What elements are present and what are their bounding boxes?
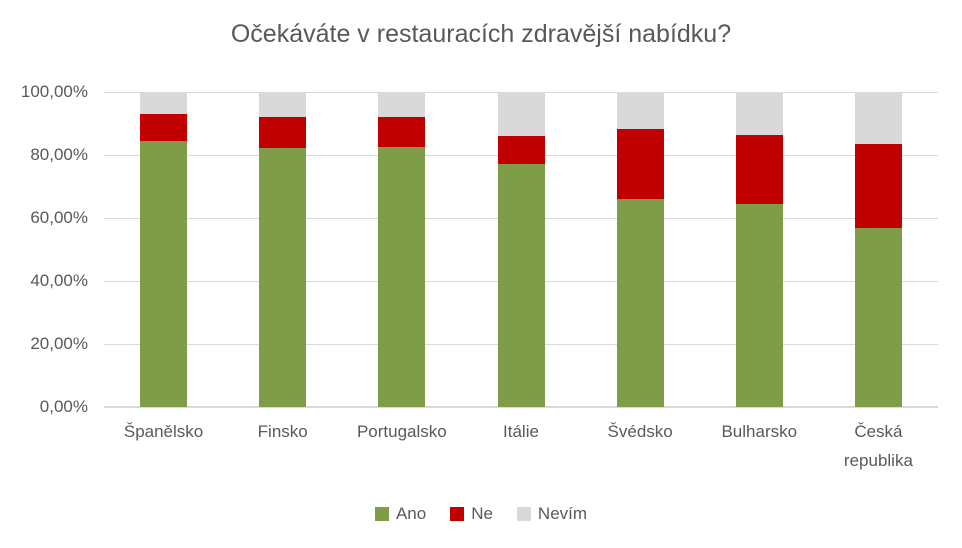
bar-spanelsko	[140, 92, 188, 407]
bar-segment-ceska-republika-ano	[854, 227, 902, 407]
legend-label-ano: Ano	[395, 504, 427, 523]
legend-item-ne: Ne	[450, 504, 493, 524]
y-tick-label-40: 40,00%	[30, 271, 88, 290]
chart-title: Očekáváte v restauracích zdravější nabíd…	[230, 20, 732, 48]
bar-segment-bulharsko-ano	[735, 204, 783, 407]
y-axis-labels: 0,00% 20,00% 40,00% 60,00% 80,00% 100,00%	[0, 82, 88, 416]
x-tick-label-svedsko: Švédsko	[607, 422, 673, 441]
bar-segment-portugalsko-ano	[378, 147, 426, 407]
bar-segment-portugalsko-nevim	[378, 92, 426, 117]
x-tick-label-portugalsko: Portugalsko	[356, 422, 447, 441]
bar-segment-spanelsko-ne	[140, 114, 188, 142]
bar-segment-spanelsko-nevim	[140, 92, 188, 115]
bar-finsko	[259, 92, 307, 407]
x-tick-label-spanelsko: Španělsko	[123, 422, 204, 441]
plot-area	[104, 91, 938, 408]
bar-ceska-republika	[854, 92, 902, 407]
y-tick-label-80: 80,00%	[30, 145, 88, 164]
gridline-0	[104, 406, 938, 408]
bar-segment-finsko-ano	[259, 147, 307, 407]
bar-segment-italie-ne	[497, 136, 545, 165]
bar-portugalsko	[378, 92, 426, 407]
bar-segment-bulharsko-ne	[735, 135, 783, 205]
bar-svedsko	[616, 92, 664, 407]
legend-item-nevim: Nevím	[516, 504, 588, 524]
bar-segment-finsko-nevim	[259, 92, 307, 118]
y-tick-label-60: 60,00%	[30, 208, 88, 227]
bar-segment-svedsko-ne	[616, 128, 664, 200]
bar-segment-ceska-republika-nevim	[854, 92, 902, 144]
bar-bulharsko	[735, 92, 783, 407]
y-tick-label-20: 20,00%	[30, 334, 88, 353]
legend-marker-ano	[374, 507, 389, 521]
legend-item-ano: Ano	[374, 504, 427, 524]
legend-label-nevim: Nevím	[537, 504, 588, 523]
bar-italie	[497, 92, 545, 407]
x-tick-label-finsko: Finsko	[257, 422, 308, 441]
y-tick-label-100: 100,00%	[20, 82, 88, 101]
legend-marker-nevim	[516, 507, 531, 521]
bar-segment-svedsko-nevim	[616, 92, 664, 129]
y-tick-label-0: 0,00%	[39, 397, 88, 416]
legend: Ano Ne Nevím	[0, 501, 962, 527]
bar-segment-portugalsko-ne	[378, 116, 426, 148]
legend-label-ne: Ne	[471, 504, 493, 523]
bar-segment-bulharsko-nevim	[735, 92, 783, 136]
x-tick-label-italie: Itálie	[503, 422, 539, 441]
bar-segment-italie-ano	[497, 164, 545, 407]
bar-segment-svedsko-ano	[616, 199, 664, 407]
x-tick-label-bulharsko: Bulharsko	[721, 422, 798, 441]
legend-marker-ne	[450, 507, 465, 521]
bar-segment-ceska-republika-ne	[854, 143, 902, 228]
bar-segment-spanelsko-ano	[140, 141, 188, 407]
x-axis-labels: Španělsko Finsko Portugalsko Itálie Švédsko B…	[104, 417, 938, 487]
bar-segment-finsko-ne	[259, 117, 307, 148]
bar-segment-italie-nevim	[497, 92, 545, 137]
x-tick-label-ceska-republika: Česká republika	[843, 422, 913, 470]
